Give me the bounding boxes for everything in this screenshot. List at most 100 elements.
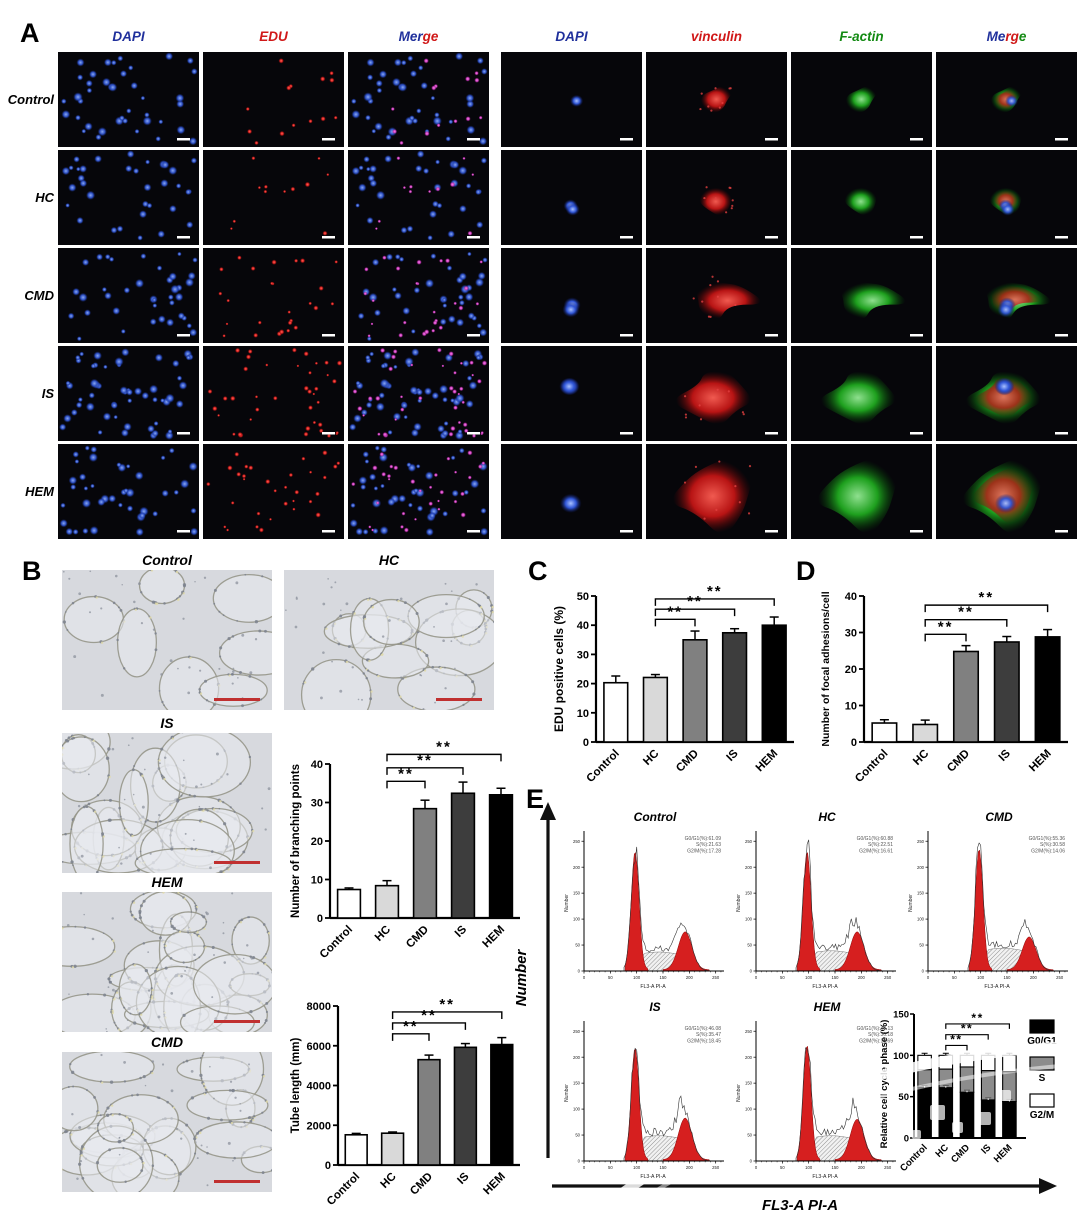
svg-text:0: 0 bbox=[922, 969, 925, 974]
chart-branching-points: 0 10 20 30 40 Control HC CMD IS HEM ** ** ** Number o… bbox=[288, 738, 530, 980]
column-header: DAPI bbox=[501, 28, 642, 46]
svg-text:HEM: HEM bbox=[481, 924, 508, 951]
b-image-is bbox=[62, 733, 272, 873]
svg-text:Number: Number bbox=[564, 894, 570, 912]
svg-text:0: 0 bbox=[755, 975, 758, 980]
micrograph-dapi-cell-control bbox=[501, 52, 642, 147]
svg-text:250: 250 bbox=[573, 839, 581, 844]
svg-text:0: 0 bbox=[578, 1159, 581, 1164]
micrograph-vinculin-cell-is bbox=[646, 346, 787, 441]
svg-text:50: 50 bbox=[608, 975, 613, 980]
svg-text:CMD: CMD bbox=[408, 1171, 435, 1198]
svg-text:FL3-A PI-A: FL3-A PI-A bbox=[812, 984, 838, 990]
svg-text:IS: IS bbox=[455, 1170, 471, 1186]
micrograph-vinculin-cell-hem bbox=[646, 444, 787, 539]
svg-text:100: 100 bbox=[977, 975, 985, 980]
svg-text:0: 0 bbox=[755, 1165, 758, 1170]
micrograph-merge-cell-cmd bbox=[936, 248, 1077, 343]
micrograph-merge-field-hem bbox=[348, 444, 489, 539]
b-image-label-cmd: CMD bbox=[151, 1034, 183, 1050]
svg-text:HC: HC bbox=[378, 1171, 398, 1191]
column-header-part: DAPI bbox=[555, 29, 588, 44]
svg-text:250: 250 bbox=[712, 1165, 720, 1170]
flow-plot-control: Control 0 50 100 150 200 250 0 50 100 150 200 250 Num… bbox=[560, 810, 728, 1000]
column-header-part: ge bbox=[422, 29, 439, 44]
svg-text:250: 250 bbox=[745, 839, 753, 844]
svg-text:40: 40 bbox=[577, 620, 589, 632]
flow-plot-hc: HC 0 50 100 150 200 250 0 50 100 150 200 250 Number FL… bbox=[732, 810, 900, 1000]
micrograph-merge-cell-is bbox=[936, 346, 1077, 441]
micrograph-dapi-field-control bbox=[58, 52, 199, 147]
svg-text:Control: Control bbox=[318, 924, 355, 961]
svg-text:50: 50 bbox=[780, 1165, 785, 1170]
flow-plot-title: HEM bbox=[813, 1000, 841, 1014]
svg-text:0: 0 bbox=[583, 975, 586, 980]
b-image-label-hem: HEM bbox=[151, 874, 183, 890]
svg-text:200: 200 bbox=[1030, 975, 1038, 980]
svg-text:100: 100 bbox=[573, 917, 581, 922]
micrograph-vinculin-cell-hc bbox=[646, 150, 787, 245]
column-header: DAPI bbox=[58, 28, 199, 46]
svg-text:IS: IS bbox=[997, 747, 1013, 763]
column-header-part: Mer bbox=[398, 29, 423, 44]
svg-text:150: 150 bbox=[832, 1165, 840, 1170]
b-image-hem bbox=[62, 892, 272, 1032]
svg-text:G2/M(%):17.28: G2/M(%):17.28 bbox=[687, 848, 721, 854]
svg-text:G2/M(%):18.45: G2/M(%):18.45 bbox=[687, 1038, 721, 1044]
svg-text:20: 20 bbox=[845, 664, 857, 676]
svg-text:Number: Number bbox=[736, 894, 742, 912]
svg-text:CMD: CMD bbox=[945, 748, 972, 775]
svg-text:0: 0 bbox=[750, 1159, 753, 1164]
micrograph-merge-field-is bbox=[348, 346, 489, 441]
column-header: EDU bbox=[203, 28, 344, 46]
svg-text:50: 50 bbox=[575, 1133, 580, 1138]
column-header-part: F-actin bbox=[839, 29, 884, 44]
panel-b-label: B bbox=[22, 556, 42, 586]
e-x-axis-label: FL3-A PI-A bbox=[761, 1197, 839, 1214]
svg-text:150: 150 bbox=[660, 1165, 668, 1170]
svg-text:50: 50 bbox=[575, 943, 580, 948]
panel-a-label: A bbox=[20, 18, 40, 48]
svg-text:200: 200 bbox=[573, 1055, 581, 1060]
micrograph-merge-field-cmd bbox=[348, 248, 489, 343]
micrograph-factin-cell-hc bbox=[791, 150, 932, 245]
column-header-part: vinculin bbox=[690, 29, 742, 44]
column-header: vinculin bbox=[646, 28, 787, 46]
svg-text:200: 200 bbox=[917, 865, 925, 870]
b-image-hc bbox=[284, 570, 494, 710]
svg-text:**: ** bbox=[707, 583, 723, 600]
svg-text:250: 250 bbox=[917, 839, 925, 844]
svg-text:Number of focal adhesions/cell: Number of focal adhesions/cell bbox=[820, 591, 832, 746]
svg-text:250: 250 bbox=[745, 1029, 753, 1034]
svg-text:IS: IS bbox=[725, 747, 741, 763]
svg-text:40: 40 bbox=[845, 591, 857, 603]
column-header-part: EDU bbox=[259, 29, 288, 44]
micrograph-vinculin-cell-cmd bbox=[646, 248, 787, 343]
row-label-cmd: CMD bbox=[24, 287, 54, 303]
micrograph-dapi-field-cmd bbox=[58, 248, 199, 343]
svg-text:4000: 4000 bbox=[307, 1081, 331, 1093]
svg-text:**: ** bbox=[436, 740, 452, 755]
svg-text:S(%):36.18: S(%):36.18 bbox=[868, 1032, 893, 1038]
svg-text:FL3-A PI-A: FL3-A PI-A bbox=[984, 984, 1010, 990]
svg-text:50: 50 bbox=[919, 943, 924, 948]
svg-text:150: 150 bbox=[893, 1010, 909, 1021]
b-image-control bbox=[62, 570, 272, 710]
svg-text:HEM: HEM bbox=[1027, 748, 1054, 775]
column-header: Merge bbox=[348, 28, 489, 46]
micrograph-dapi-field-hc bbox=[58, 150, 199, 245]
e-y-axis-label: Number bbox=[513, 949, 530, 1007]
svg-text:S(%):22.51: S(%):22.51 bbox=[868, 842, 893, 848]
svg-text:G0/G1(%):60.88: G0/G1(%):60.88 bbox=[857, 836, 894, 842]
svg-text:100: 100 bbox=[633, 1165, 641, 1170]
svg-text:Control: Control bbox=[325, 1171, 362, 1208]
svg-text:G0/G1(%):61.09: G0/G1(%):61.09 bbox=[685, 836, 722, 842]
micrograph-merge-field-control bbox=[348, 52, 489, 147]
micrograph-factin-cell-hem bbox=[791, 444, 932, 539]
svg-text:30: 30 bbox=[845, 628, 857, 640]
panel-c-label: C bbox=[528, 556, 548, 586]
svg-text:G0/G1(%):55.36: G0/G1(%):55.36 bbox=[1029, 836, 1066, 842]
svg-text:HC: HC bbox=[373, 924, 393, 944]
svg-text:0: 0 bbox=[583, 1165, 586, 1170]
svg-text:50: 50 bbox=[780, 975, 785, 980]
